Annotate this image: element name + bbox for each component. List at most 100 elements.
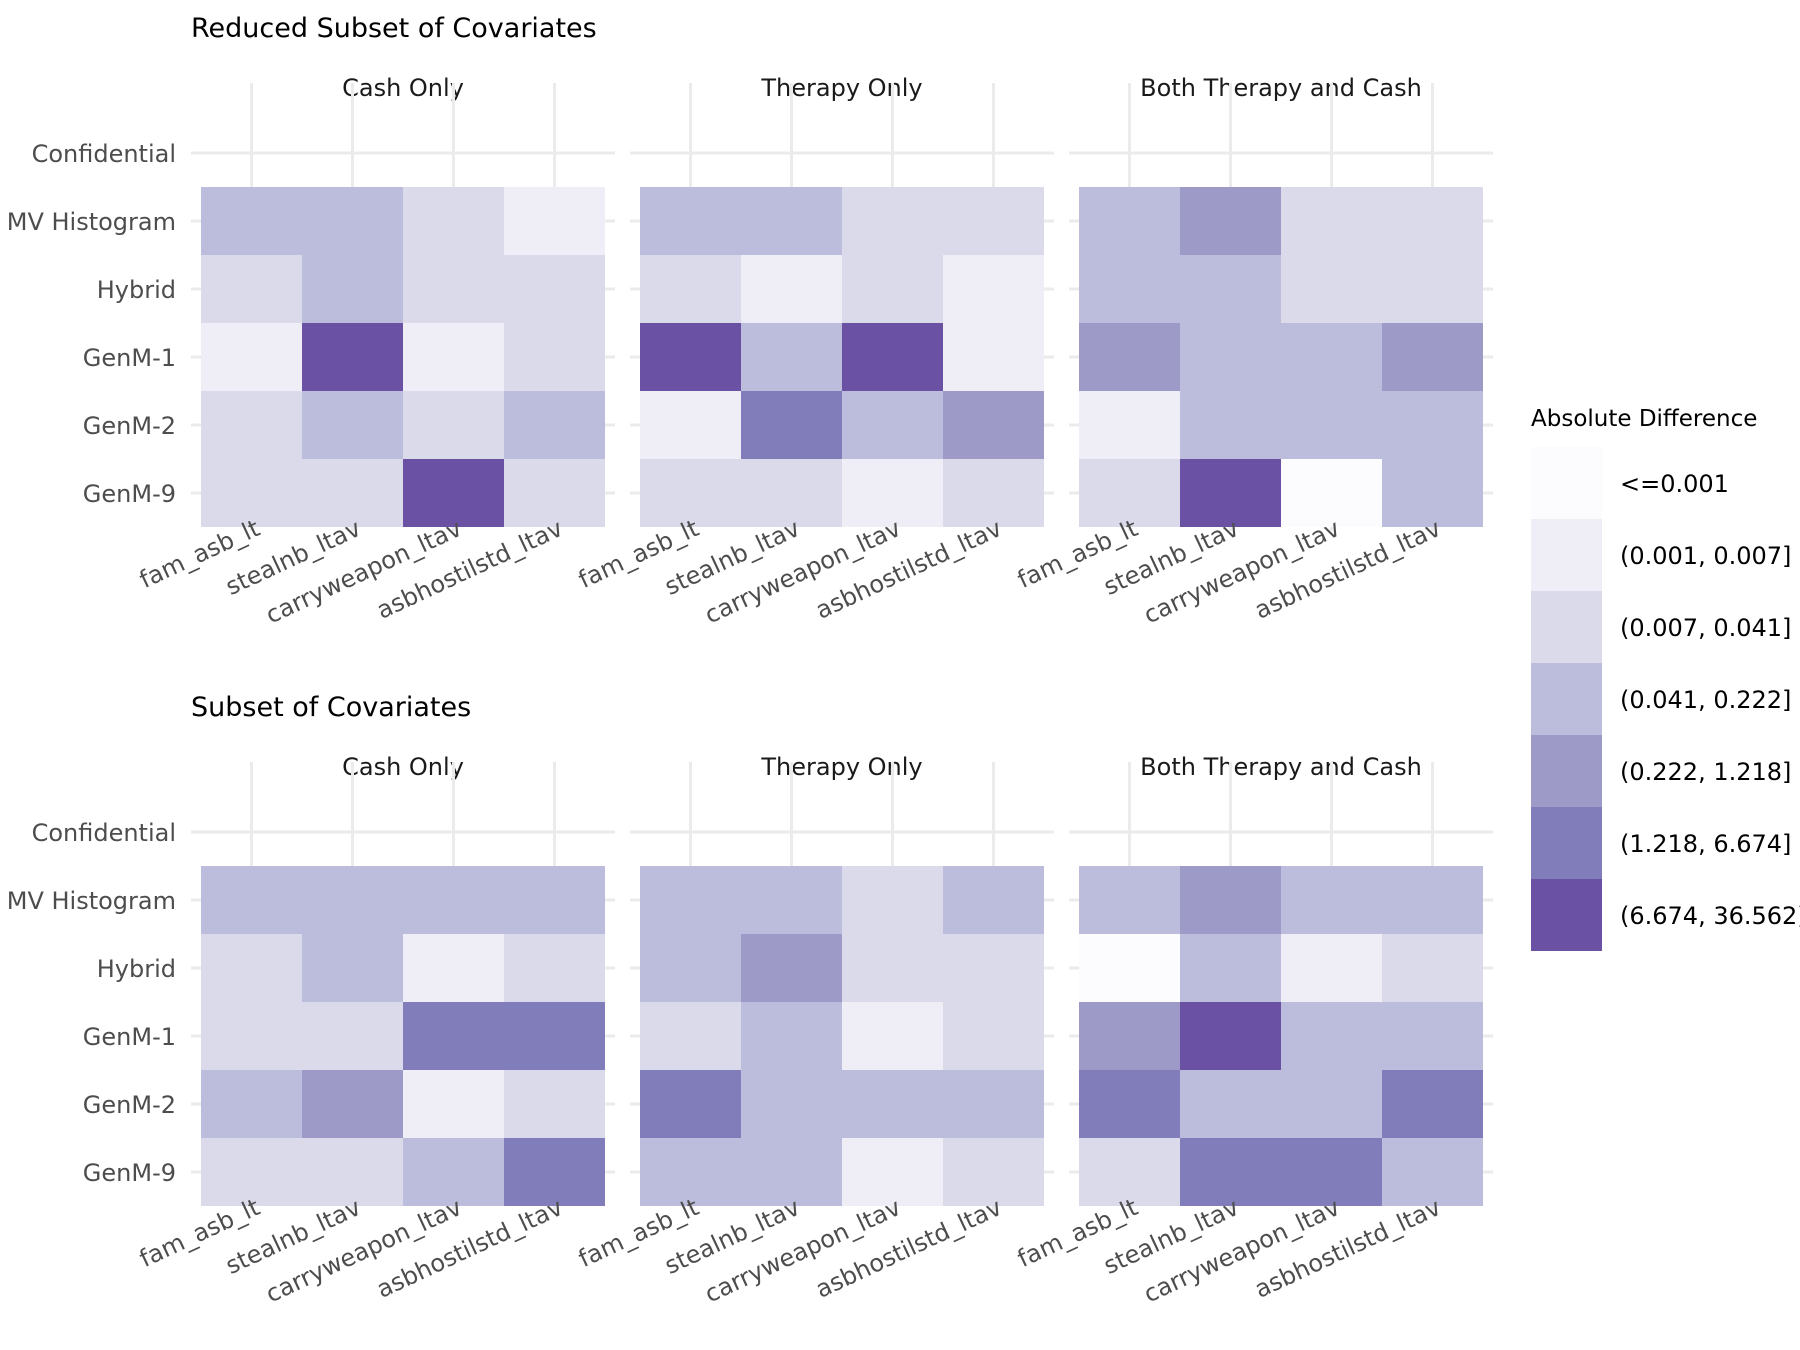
heatmap-cell bbox=[1382, 187, 1483, 255]
legend-label: (0.001, 0.007] bbox=[1620, 542, 1791, 570]
heatmap-cell bbox=[1180, 1070, 1281, 1138]
heatmap-cell bbox=[302, 459, 403, 527]
heatmap-cell bbox=[1382, 1070, 1483, 1138]
heatmap-cell bbox=[1180, 934, 1281, 1002]
heatmap-cell bbox=[302, 323, 403, 391]
heatmap-cell bbox=[741, 459, 842, 527]
heatmap-cell bbox=[403, 866, 504, 934]
heatmap-cell bbox=[640, 255, 741, 323]
legend-key bbox=[1531, 591, 1602, 663]
heatmap-cell bbox=[943, 1138, 1044, 1206]
y-tick-label: GenM-2 bbox=[83, 1091, 176, 1119]
heatmap-cell bbox=[1079, 934, 1180, 1002]
legend-label: (0.007, 0.041] bbox=[1620, 614, 1791, 642]
heatmap-cell bbox=[1281, 1138, 1382, 1206]
heatmap-cell bbox=[201, 1002, 302, 1070]
heatmap-cell bbox=[504, 866, 605, 934]
heatmap-cell bbox=[741, 934, 842, 1002]
heatmap-cell bbox=[201, 866, 302, 934]
heatmap-cell bbox=[1382, 255, 1483, 323]
heatmap-cell bbox=[1281, 323, 1382, 391]
legend-label: (0.222, 1.218] bbox=[1620, 758, 1791, 786]
heatmap-cell bbox=[1382, 391, 1483, 459]
facet-strip-label: Therapy Only bbox=[760, 753, 922, 781]
heatmap-cell bbox=[1180, 1138, 1281, 1206]
facet-strip-label: Therapy Only bbox=[760, 74, 922, 102]
heatmap-cell bbox=[1079, 187, 1180, 255]
heatmap-cell bbox=[201, 255, 302, 323]
heatmap-cell bbox=[201, 934, 302, 1002]
heatmap-cell bbox=[741, 187, 842, 255]
legend-key bbox=[1531, 447, 1602, 519]
heatmap-cell bbox=[302, 391, 403, 459]
heatmap-cell bbox=[640, 1002, 741, 1070]
heatmap-cell bbox=[943, 391, 1044, 459]
heatmap-cell bbox=[403, 255, 504, 323]
legend-key bbox=[1531, 735, 1602, 807]
heatmap-cell bbox=[201, 1070, 302, 1138]
heatmap-cell bbox=[1079, 1138, 1180, 1206]
facet-strip-label: Both Therapy and Cash bbox=[1140, 753, 1422, 781]
heatmap-cell bbox=[1281, 1070, 1382, 1138]
heatmap-cell bbox=[201, 1138, 302, 1206]
heatmap-cell bbox=[1180, 391, 1281, 459]
heatmap-cell bbox=[302, 1002, 403, 1070]
heatmap-cell bbox=[1382, 866, 1483, 934]
heatmap-cell bbox=[1079, 866, 1180, 934]
heatmap-cell bbox=[1079, 1002, 1180, 1070]
heatmap-cell bbox=[842, 323, 943, 391]
heatmap-cell bbox=[1281, 459, 1382, 527]
heatmap-cell bbox=[842, 255, 943, 323]
heatmap-cell bbox=[1079, 391, 1180, 459]
facet-strip-label: Cash Only bbox=[342, 753, 464, 781]
heatmap-cell bbox=[302, 255, 403, 323]
heatmap-cell bbox=[640, 934, 741, 1002]
heatmap-cell bbox=[741, 1138, 842, 1206]
heatmap-cell bbox=[1180, 187, 1281, 255]
heatmap-cell bbox=[201, 459, 302, 527]
heatmap-cell bbox=[1180, 323, 1281, 391]
y-tick-label: MV Histogram bbox=[7, 208, 176, 236]
panel-title: Reduced Subset of Covariates bbox=[191, 13, 597, 44]
heatmap-cell bbox=[943, 323, 1044, 391]
heatmap-cell bbox=[504, 255, 605, 323]
heatmap-cell bbox=[943, 255, 1044, 323]
heatmap-cell bbox=[504, 459, 605, 527]
y-tick-label: Hybrid bbox=[97, 276, 176, 304]
heatmap-cell bbox=[403, 1138, 504, 1206]
legend-label: (0.041, 0.222] bbox=[1620, 686, 1791, 714]
heatmap-cell bbox=[302, 1138, 403, 1206]
heatmap-cell bbox=[403, 459, 504, 527]
heatmap-cell bbox=[1281, 1002, 1382, 1070]
heatmap-cell bbox=[640, 187, 741, 255]
heatmap-cell bbox=[1382, 934, 1483, 1002]
heatmap-cell bbox=[302, 1070, 403, 1138]
legend-key bbox=[1531, 879, 1602, 951]
heatmap-cell bbox=[842, 1002, 943, 1070]
heatmap-cell bbox=[1079, 459, 1180, 527]
heatmap-cell bbox=[943, 934, 1044, 1002]
facet-strip-label: Both Therapy and Cash bbox=[1140, 74, 1422, 102]
heatmap-cell bbox=[403, 934, 504, 1002]
heatmap-cell bbox=[842, 866, 943, 934]
legend-label: <=0.001 bbox=[1620, 470, 1729, 498]
heatmap-cell bbox=[403, 1002, 504, 1070]
heatmap-cell bbox=[504, 1002, 605, 1070]
heatmap-cell bbox=[504, 187, 605, 255]
y-tick-label: Confidential bbox=[32, 819, 176, 847]
heatmap-cell bbox=[943, 187, 1044, 255]
heatmap-cell bbox=[640, 323, 741, 391]
heatmap-cell bbox=[842, 1138, 943, 1206]
heatmap-cell bbox=[640, 1138, 741, 1206]
heatmap-cell bbox=[201, 323, 302, 391]
heatmap-cell bbox=[302, 187, 403, 255]
heatmap-cell bbox=[201, 187, 302, 255]
heatmap-cell bbox=[1281, 187, 1382, 255]
heatmap-cell bbox=[640, 866, 741, 934]
heatmap-cell bbox=[741, 866, 842, 934]
y-tick-label: GenM-9 bbox=[83, 1159, 176, 1187]
heatmap-cell bbox=[943, 459, 1044, 527]
facet-strip-label: Cash Only bbox=[342, 74, 464, 102]
heatmap-cell bbox=[1281, 391, 1382, 459]
